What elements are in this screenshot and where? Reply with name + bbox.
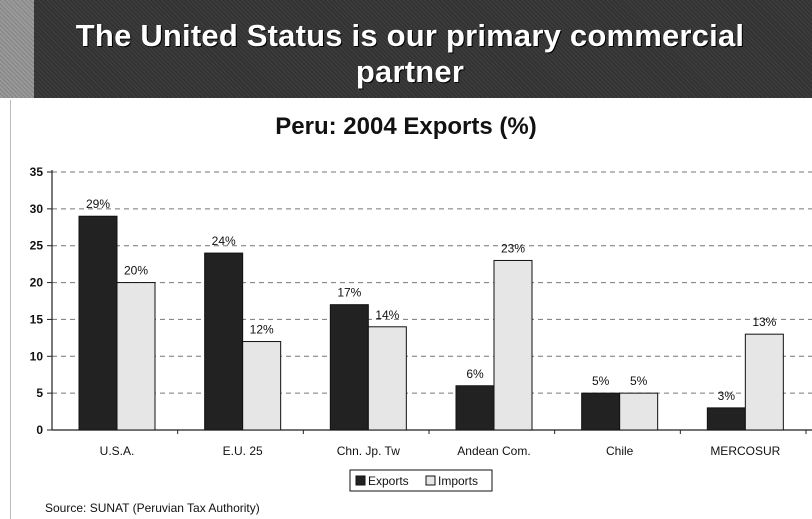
bar-exports bbox=[581, 392, 621, 431]
x-tick-label: Andean Com. bbox=[457, 444, 530, 458]
y-tick-label: 10 bbox=[30, 349, 44, 363]
data-label: 29% bbox=[86, 197, 110, 211]
x-tick-label: E.U. 25 bbox=[223, 444, 263, 458]
x-tick-label: MERCOSUR bbox=[710, 444, 780, 458]
bar-imports bbox=[367, 326, 407, 431]
y-tick-label: 35 bbox=[30, 165, 44, 179]
bar-imports bbox=[619, 392, 659, 431]
data-label: 5% bbox=[592, 374, 610, 388]
bar-exports bbox=[455, 385, 495, 431]
y-tick-label: 5 bbox=[36, 386, 43, 400]
chart-panel bbox=[10, 100, 812, 519]
data-label: 20% bbox=[124, 264, 148, 278]
legend-label-imports: Imports bbox=[438, 474, 478, 488]
title-banner bbox=[0, 0, 812, 98]
data-label: 14% bbox=[375, 308, 399, 322]
data-label: 13% bbox=[752, 315, 776, 329]
bar-imports bbox=[493, 259, 533, 431]
legend-label-exports: Exports bbox=[368, 474, 409, 488]
y-tick-label: 25 bbox=[30, 239, 44, 253]
data-label: 23% bbox=[501, 241, 525, 255]
banner-edge-decoration bbox=[0, 0, 34, 98]
chart-title: Peru: 2004 Exports (%) bbox=[275, 113, 537, 140]
bar-exports bbox=[329, 304, 369, 431]
y-tick-label: 20 bbox=[30, 276, 44, 290]
x-tick-label: Chn. Jp. Tw bbox=[337, 444, 400, 458]
bar-exports bbox=[78, 215, 118, 431]
y-tick-label: 15 bbox=[30, 312, 44, 326]
y-tick-label: 30 bbox=[30, 202, 44, 216]
bar-imports bbox=[242, 341, 282, 431]
y-tick-label: 0 bbox=[36, 423, 43, 437]
bar-imports bbox=[744, 333, 784, 431]
x-tick-label: U.S.A. bbox=[100, 444, 135, 458]
data-label: 5% bbox=[630, 374, 648, 388]
data-label: 12% bbox=[250, 323, 274, 337]
data-label: 17% bbox=[337, 286, 361, 300]
bar-imports bbox=[116, 282, 156, 431]
legend-swatch-imports bbox=[425, 475, 436, 486]
slide-title: The United Status is our primary commerc… bbox=[75, 18, 745, 89]
data-label: 24% bbox=[212, 234, 236, 248]
bar-exports bbox=[204, 252, 244, 431]
data-label: 6% bbox=[466, 367, 484, 381]
x-tick-label: Chile bbox=[606, 444, 634, 458]
legend-swatch-exports bbox=[355, 475, 366, 486]
bar-exports bbox=[706, 407, 746, 431]
source-note: Source: SUNAT (Peruvian Tax Authority) bbox=[45, 501, 260, 515]
data-label: 3% bbox=[718, 389, 736, 403]
legend-box bbox=[349, 469, 493, 492]
